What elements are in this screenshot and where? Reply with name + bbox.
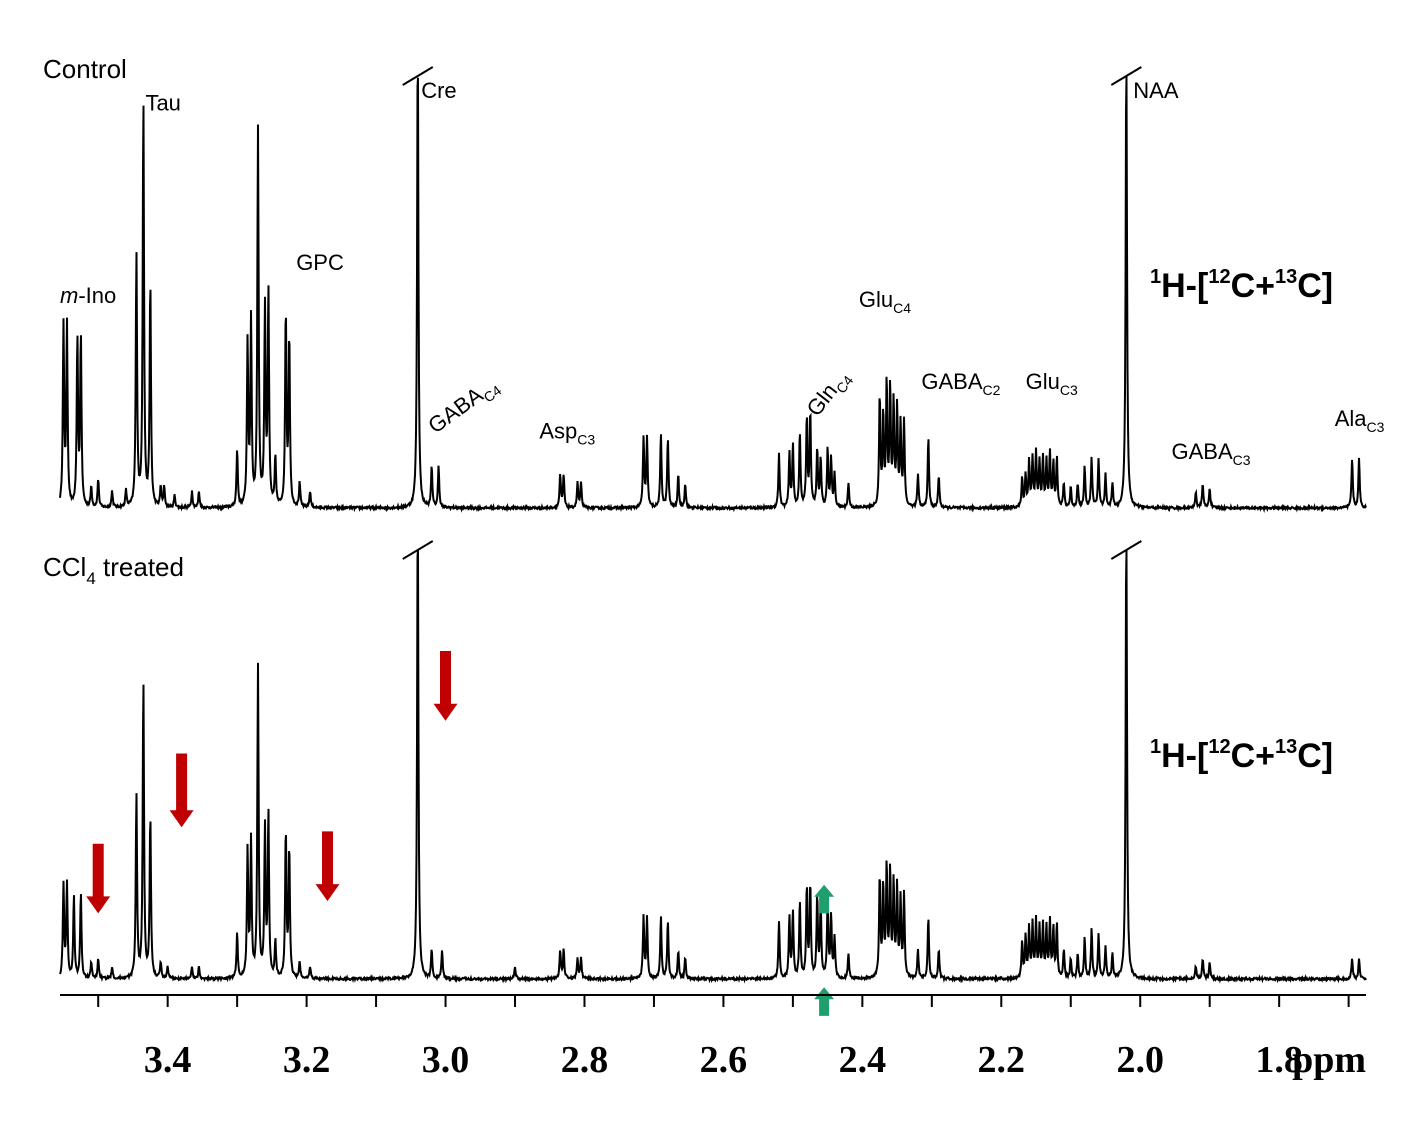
peak-label-cre: Cre (421, 78, 456, 103)
arrow-down-3-38 (169, 753, 194, 828)
tick-label-3.0: 3.0 (422, 1039, 470, 1081)
peak-label-asp-c3: AspC3 (539, 418, 595, 447)
tick-label-1.8: 1.8 (1255, 1039, 1303, 1081)
control-panel-title: Control (43, 54, 127, 84)
arrow-down-3-17 (315, 831, 340, 902)
truncation-mark-1 (1110, 66, 1142, 86)
ccl4-nucleus-label: 1H-[12C+13C] (1150, 736, 1333, 775)
ccl4-spectrum-panel: CCl4 treated 1H-[12C+13C] (43, 540, 1367, 1016)
control-spectrum-panel: Control 1H-[12C+13C] m-Ino Tau Cre GPC GABAC… (43, 54, 1385, 514)
x-axis-title: ppm (1292, 1039, 1366, 1081)
tick-label-2.4: 2.4 (839, 1039, 887, 1081)
ccl4-truncation-marks (402, 540, 1142, 560)
truncation-mark-1 (1110, 540, 1142, 560)
tick-label-2.0: 2.0 (1116, 1039, 1164, 1081)
peak-label-m-ino: m-Ino (60, 283, 116, 308)
arrow-down-3-50 (86, 843, 111, 914)
truncation-mark-0 (402, 540, 434, 560)
x-axis-ticks: 3.4 3.2 3.0 2.8 2.6 2.4 2.2 2.0 1.8 (97, 995, 1350, 1081)
control-truncation-marks (402, 66, 1142, 86)
tick-label-2.8: 2.8 (561, 1039, 609, 1081)
truncation-mark-0 (402, 66, 434, 86)
control-spectrum-line (59, 75, 1367, 514)
peak-label-glu-c4: GluC4 (859, 287, 911, 316)
ppm-axis: 3.4 3.2 3.0 2.8 2.6 2.4 2.2 2.0 1.8 ppm (60, 994, 1366, 1081)
peak-label-naa: NAA (1133, 78, 1179, 103)
tick-label-2.2: 2.2 (978, 1039, 1026, 1081)
peak-label-tau: Tau (145, 90, 180, 115)
control-nucleus-label: 1H-[12C+13C] (1150, 266, 1333, 305)
peak-label-gpc: GPC (296, 250, 344, 275)
tick-label-3.4: 3.4 (144, 1039, 192, 1081)
tick-label-3.2: 3.2 (283, 1039, 331, 1081)
peak-label-ala-c3: AlaC3 (1335, 406, 1385, 435)
arrow-down-3-00 (433, 651, 458, 721)
arrow-up-2-45-top (814, 884, 835, 914)
tick-label-2.6: 2.6 (700, 1039, 748, 1081)
ccl4-panel-title: CCl4 treated (43, 552, 184, 588)
peak-label-gaba-c3: GABAC3 (1171, 439, 1250, 468)
peak-label-glu-c3: GluC3 (1026, 369, 1078, 398)
ccl4-spectrum-line (59, 549, 1367, 984)
peak-label-gaba-c2: GABAC2 (921, 369, 1000, 398)
